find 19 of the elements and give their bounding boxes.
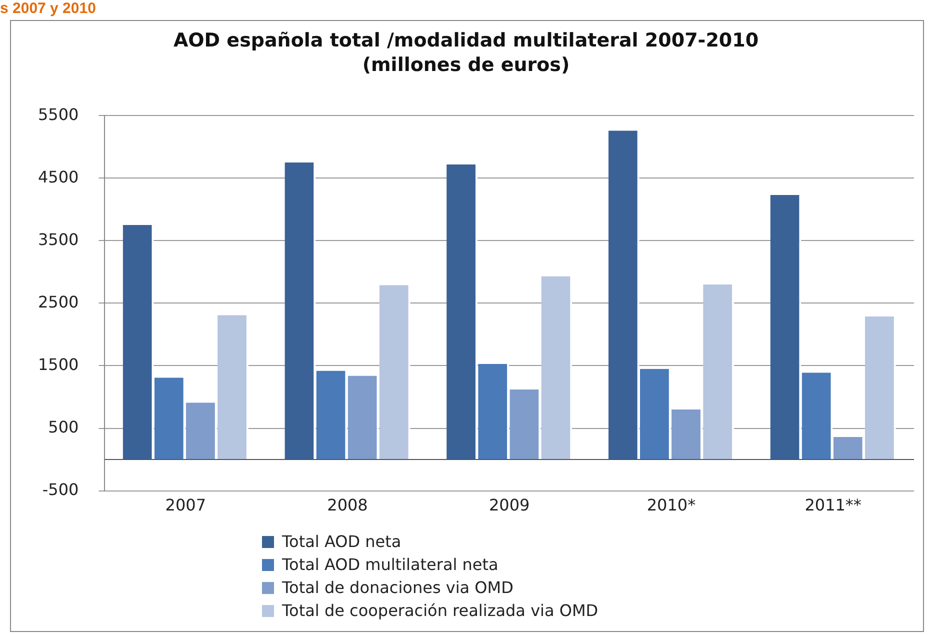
y-tick-label: 1500 [38,354,79,374]
y-tick-label: 500 [48,417,79,436]
legend-label: Total AOD multilateral neta [282,554,498,576]
legend-label: Total de cooperación realizada via OMD [282,600,598,622]
y-tick-label: 4500 [38,167,79,186]
x-tick-label: 2007 [165,496,206,515]
y-tick-label: 5500 [38,104,79,124]
x-tick-label: 2009 [489,496,530,515]
chart-subtitle: (millones de euros) [362,54,570,76]
y-tick-label: 3500 [38,230,79,249]
x-tick-label: 2010* [646,496,696,515]
x-tick-label: 2008 [327,496,368,515]
y-tick-label: -500 [42,480,79,499]
y-tick-label: 2500 [38,292,79,312]
chart-title: AOD española total /modalidad multilateral 2007-2010 [173,29,759,52]
text: s 2007 y 2010 [0,0,96,17]
x-tick-label: 2011** [804,496,862,515]
legend-label: Total de donaciones via OMD [282,577,514,599]
legend-label: Total AOD neta [282,531,402,553]
